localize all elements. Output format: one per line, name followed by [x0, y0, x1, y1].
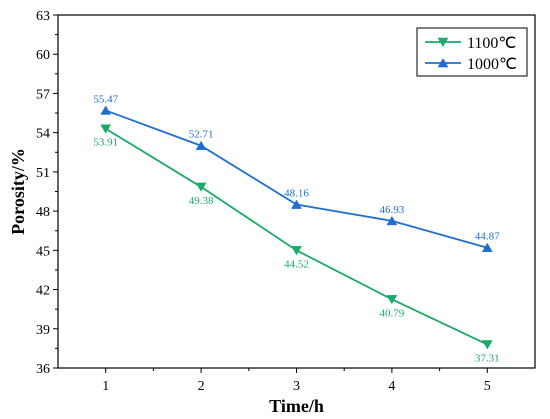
data-point: [100, 124, 112, 134]
data-point: [291, 246, 302, 256]
y-tick-label: 63: [36, 9, 50, 24]
y-axis-title: Porosity/%: [8, 148, 28, 235]
data-label: 40.79: [380, 307, 405, 319]
data-point: [386, 215, 398, 226]
y-tick-label: 54: [36, 127, 50, 142]
legend-label: 1100℃: [467, 35, 516, 52]
legend: 1100℃ 1000℃: [416, 27, 528, 77]
x-tick-label: 2: [198, 379, 205, 394]
x-axis-title: Time/h: [269, 396, 324, 416]
y-tick-label: 39: [36, 323, 50, 338]
data-label: 53.91: [93, 137, 118, 149]
legend-marker: [437, 37, 449, 47]
y-tick-label: 36: [36, 362, 50, 377]
series-1: 55.47 52.71 48.16 46.93 44.87: [93, 93, 500, 252]
legend-marker: [437, 58, 449, 68]
y-tick-label: 51: [36, 166, 50, 181]
data-label: 49.38: [189, 195, 214, 207]
y-tick-label: 48: [36, 205, 50, 220]
series-0: 53.91 49.38 44.52 40.79 37.31: [93, 124, 500, 364]
x-tick-label: 4: [388, 379, 395, 394]
series-layer: 53.91 49.38 44.52 40.79 37.31 55.47 52.71 48.16…: [93, 93, 500, 364]
y-tick-label: 57: [36, 87, 50, 102]
data-label: 55.47: [93, 93, 118, 105]
data-label: 52.71: [189, 129, 214, 141]
data-label: 37.31: [475, 352, 500, 364]
data-point: [291, 199, 302, 209]
data-label: 48.16: [284, 188, 309, 200]
data-point: [195, 182, 207, 192]
x-tick-label: 5: [484, 379, 491, 394]
data-point: [195, 140, 207, 150]
data-point: [386, 295, 398, 305]
legend-label: 1000℃: [467, 56, 517, 73]
y-tick-label: 60: [36, 48, 50, 63]
data-point: [481, 242, 493, 252]
x-tick-label: 1: [102, 379, 109, 394]
data-point: [481, 340, 493, 350]
series-line: [105, 109, 488, 249]
data-label: 46.93: [380, 204, 405, 216]
legend-box: [416, 27, 528, 77]
series-line: [105, 127, 488, 346]
data-point: [100, 105, 112, 115]
y-tick-label: 45: [36, 244, 50, 259]
x-tick-label: 3: [293, 379, 300, 394]
y-tick-label: 42: [36, 284, 50, 299]
data-label: 44.52: [284, 258, 309, 270]
data-label: 44.87: [475, 231, 500, 243]
